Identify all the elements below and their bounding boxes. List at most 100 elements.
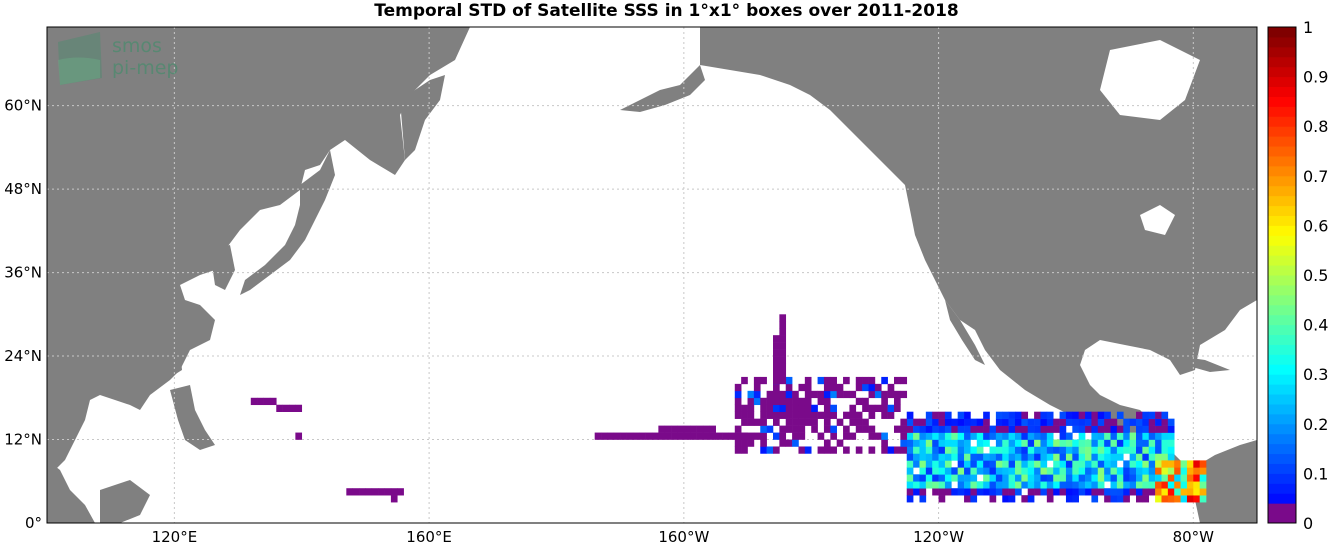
colorbar-swatch: [1268, 473, 1296, 484]
data-cell: [785, 418, 793, 426]
data-cell: [1015, 425, 1022, 433]
data-cell: [830, 390, 837, 399]
colorbar-swatch: [1268, 374, 1296, 385]
data-cell: [1116, 474, 1124, 482]
data-cell: [1085, 467, 1092, 475]
data-cell: [1091, 432, 1099, 440]
data-cell: [1186, 488, 1194, 496]
data-cell: [925, 467, 933, 475]
colorbar-swatch: [1268, 36, 1296, 48]
data-cell: [1129, 432, 1137, 440]
data-cell: [728, 432, 736, 440]
data-cell: [1123, 418, 1130, 426]
data-cell: [792, 439, 799, 447]
data-cell: [664, 432, 672, 440]
data-cell: [1059, 411, 1067, 419]
data-cell: [683, 432, 691, 440]
data-cell: [1193, 474, 1200, 482]
data-cell: [1034, 446, 1041, 454]
data-cell: [798, 383, 806, 392]
data-cell: [823, 390, 831, 399]
data-cell: [1015, 439, 1022, 447]
colorbar-swatch: [1268, 453, 1296, 464]
data-cell: [989, 446, 997, 454]
data-cell: [1155, 418, 1162, 426]
data-cell: [773, 418, 780, 426]
data-cell: [868, 432, 876, 440]
data-cell: [760, 439, 767, 447]
data-cell: [295, 432, 303, 440]
data-cell: [919, 453, 927, 461]
data-cell: [1129, 453, 1137, 461]
data-cell: [1008, 495, 1016, 503]
data-cell: [938, 460, 946, 468]
data-cell: [983, 432, 990, 440]
data-cell: [1167, 495, 1175, 503]
data-cell: [1180, 495, 1188, 503]
data-cell: [1148, 453, 1156, 461]
data-cell: [932, 474, 939, 482]
data-cell: [1046, 495, 1054, 503]
data-cell: [811, 404, 818, 412]
data-cell: [900, 376, 908, 385]
data-cell: [1008, 411, 1016, 419]
colorbar-tick-label: 0.6: [1303, 216, 1328, 235]
data-cell: [1091, 446, 1099, 454]
data-cell: [664, 425, 672, 433]
colorbar-swatch: [1268, 304, 1296, 316]
data-cell: [1065, 467, 1073, 475]
colorbar-swatch: [1268, 433, 1296, 445]
data-cell: [1065, 495, 1073, 503]
data-cell: [970, 488, 978, 496]
data-cell: [983, 411, 990, 419]
data-cell: [906, 439, 914, 447]
data-cell: [1021, 446, 1029, 454]
data-cell: [995, 460, 1003, 468]
data-cell: [734, 411, 742, 419]
data-cell: [702, 432, 710, 440]
colorbar-swatch: [1268, 225, 1296, 236]
data-cell: [792, 418, 799, 426]
data-cell: [932, 488, 939, 496]
data-cell: [843, 376, 850, 385]
data-cell: [1091, 488, 1099, 496]
data-cell: [1027, 446, 1035, 454]
data-cell: [995, 474, 1003, 482]
data-cell: [792, 397, 799, 406]
data-cell: [944, 439, 952, 447]
data-cell: [995, 467, 1003, 475]
data-cell: [823, 439, 831, 447]
data-cell: [995, 446, 1003, 454]
data-cell: [900, 418, 908, 426]
data-cell: [639, 432, 646, 440]
data-cell: [932, 460, 939, 468]
data-cell: [1053, 418, 1060, 426]
data-cell: [1078, 418, 1086, 426]
data-cell: [1046, 453, 1054, 461]
land-kamchatka: [400, 75, 445, 160]
data-cell: [690, 425, 697, 433]
data-cell: [1008, 425, 1016, 433]
data-cell: [976, 432, 984, 440]
data-cell: [938, 446, 946, 454]
data-cell: [1040, 481, 1048, 489]
data-cell: [1104, 488, 1111, 496]
data-cell: [1097, 411, 1105, 419]
data-cell: [773, 383, 780, 392]
data-cell: [1002, 467, 1009, 475]
data-cell: [1123, 425, 1130, 433]
colorbar-tick-label: 0.3: [1303, 365, 1328, 384]
lat-tick-label: 48°N: [4, 180, 42, 198]
data-cell: [1167, 453, 1175, 461]
data-cell: [1123, 432, 1130, 440]
data-cell: [282, 404, 290, 412]
data-cell: [734, 404, 742, 412]
data-cell: [1116, 481, 1124, 489]
data-cell: [881, 411, 888, 419]
data-cell: [919, 474, 927, 482]
colorbar-tick-label: 0.8: [1303, 117, 1328, 136]
colorbar-swatch: [1268, 106, 1296, 117]
land-japan: [240, 150, 335, 295]
data-cell: [938, 453, 946, 461]
data-cell: [1072, 467, 1079, 475]
